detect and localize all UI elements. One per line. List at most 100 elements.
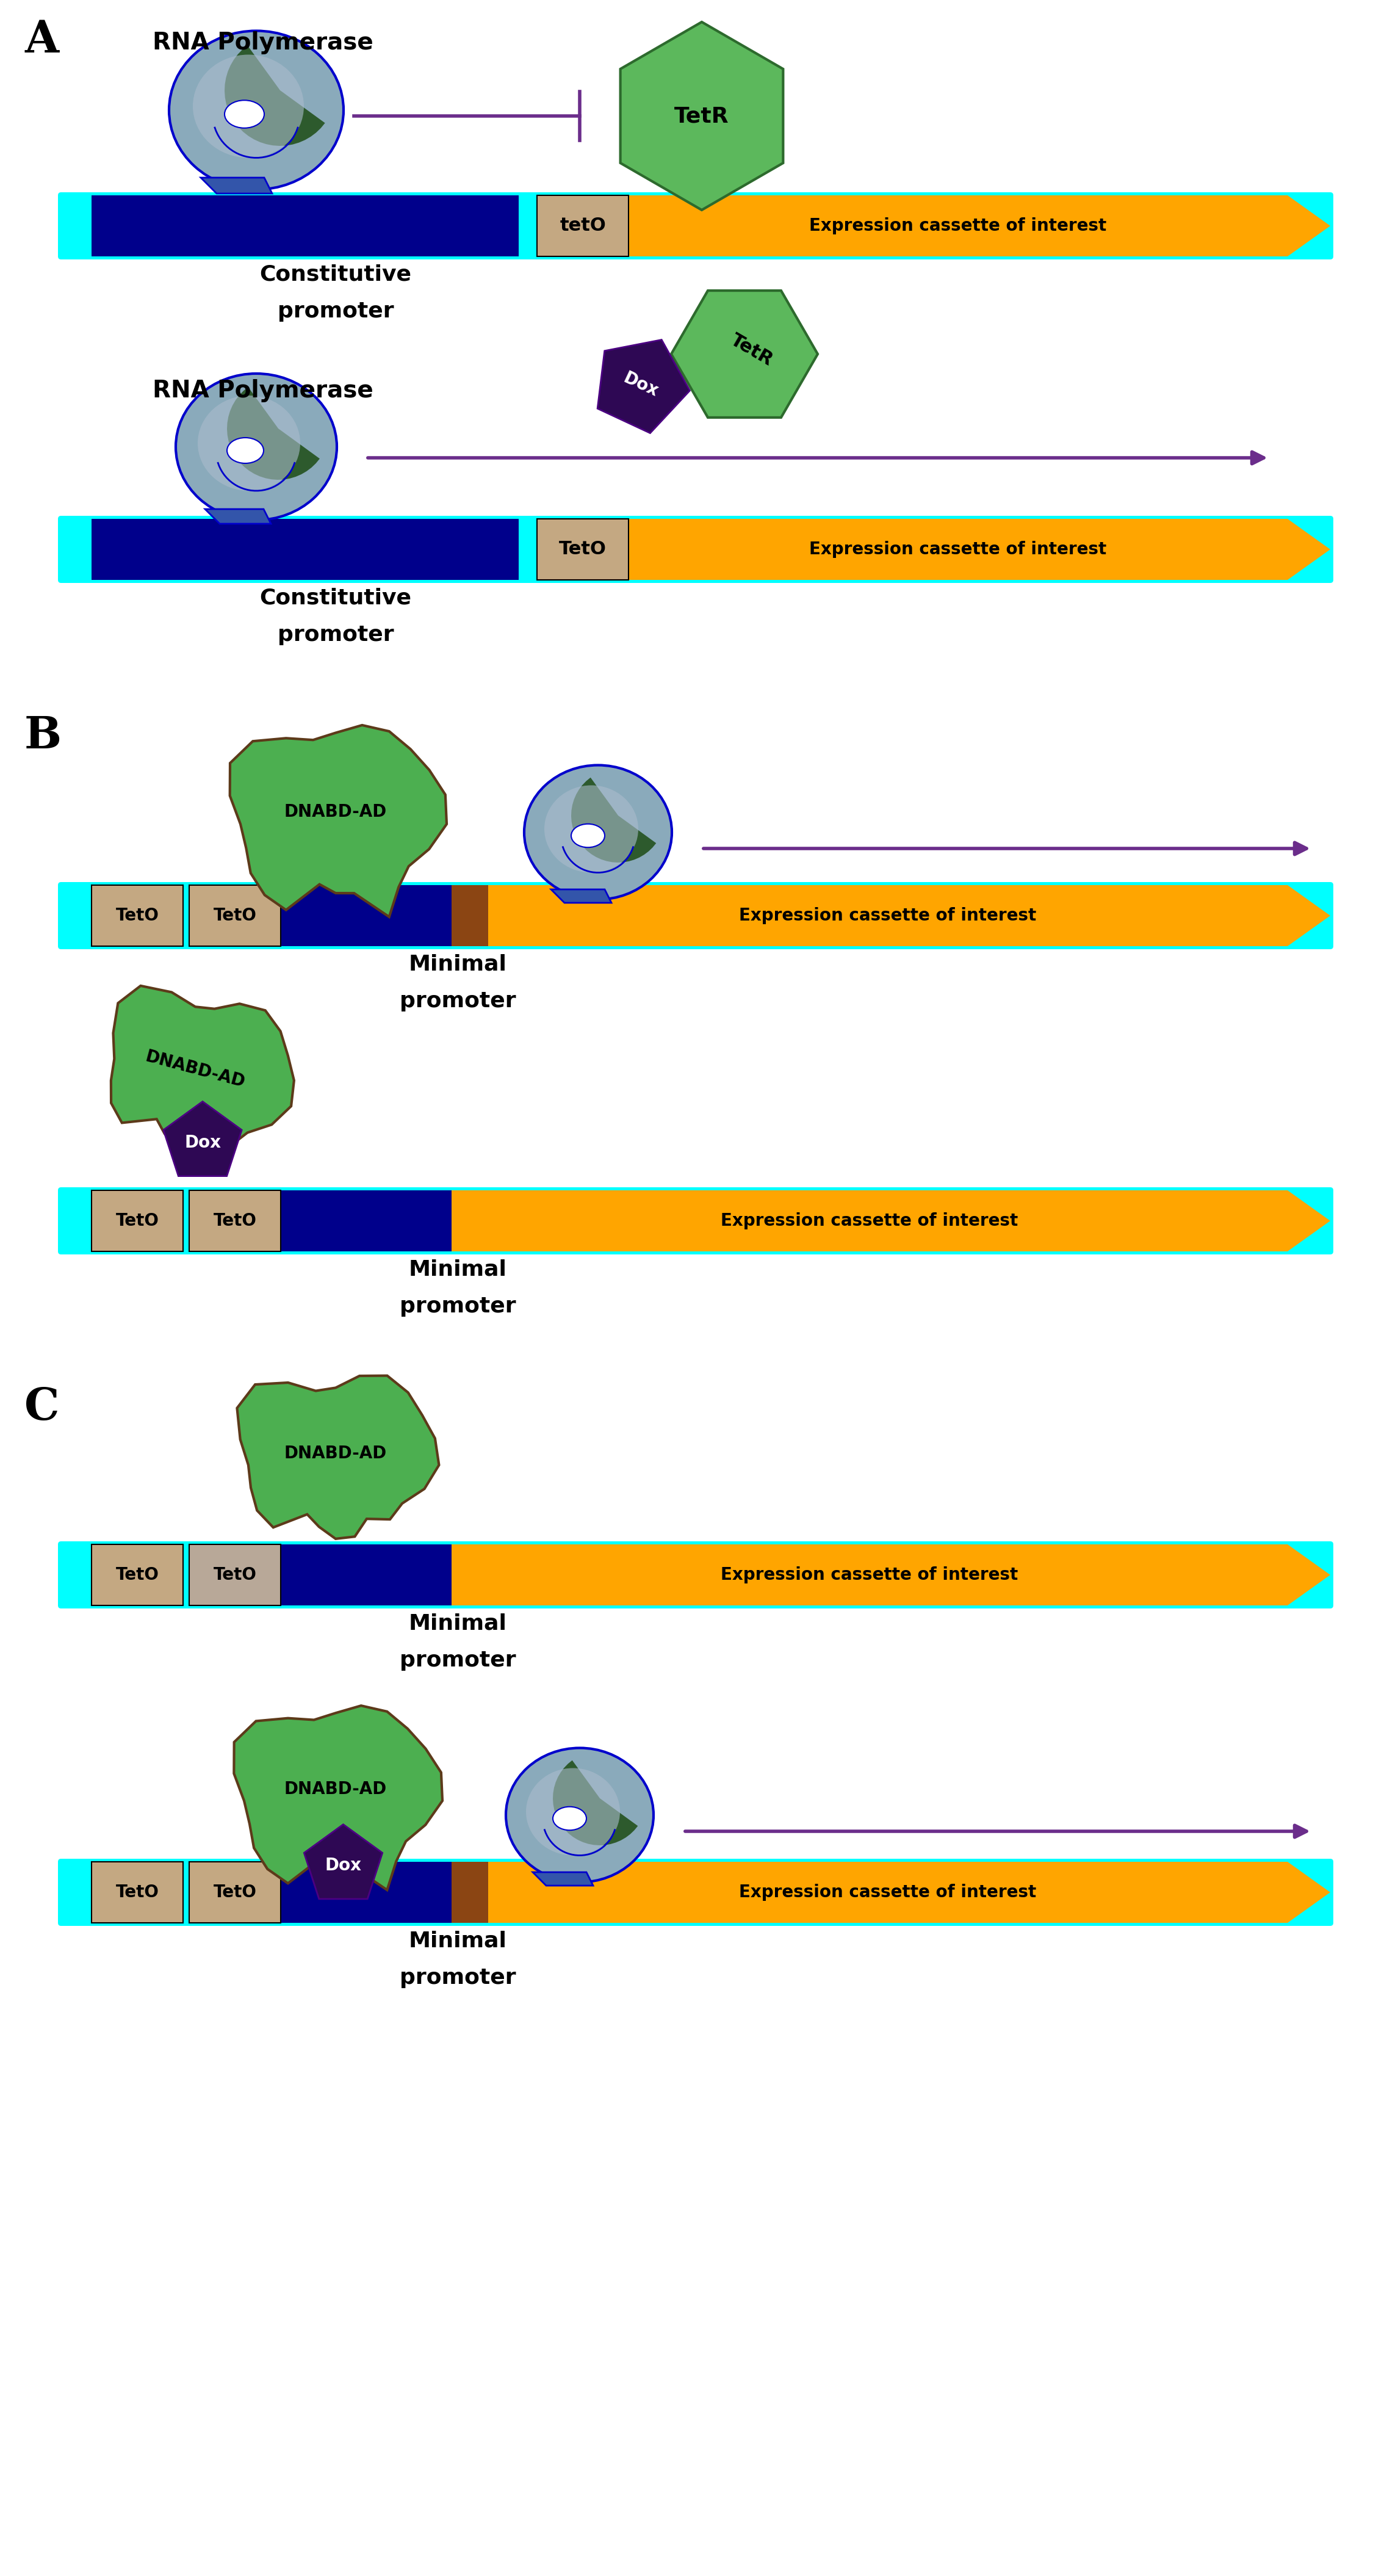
Ellipse shape: [226, 438, 264, 464]
FancyBboxPatch shape: [57, 1860, 1334, 1927]
Ellipse shape: [544, 786, 639, 873]
Text: Constitutive: Constitutive: [260, 587, 411, 608]
Bar: [452, 1862, 488, 1922]
Polygon shape: [164, 1103, 242, 1177]
FancyBboxPatch shape: [57, 881, 1334, 948]
Text: TetO: TetO: [214, 907, 257, 925]
Polygon shape: [1288, 1190, 1331, 1252]
Bar: [488, 1862, 1288, 1922]
Polygon shape: [1288, 1546, 1331, 1605]
Text: RNA Polymerase: RNA Polymerase: [152, 379, 373, 402]
Ellipse shape: [526, 1767, 619, 1855]
Bar: [91, 1546, 183, 1605]
Ellipse shape: [524, 765, 672, 899]
FancyBboxPatch shape: [57, 1540, 1334, 1607]
Text: Dox: Dox: [324, 1857, 362, 1875]
Text: TetR: TetR: [727, 332, 776, 368]
Bar: [91, 1862, 183, 1922]
Text: promoter: promoter: [277, 301, 394, 322]
Text: promoter: promoter: [400, 1651, 516, 1672]
Ellipse shape: [169, 31, 344, 191]
Text: Expression cassette of interest: Expression cassette of interest: [721, 1566, 1018, 1584]
Polygon shape: [206, 510, 271, 523]
Text: TetO: TetO: [559, 541, 607, 559]
Ellipse shape: [197, 397, 301, 492]
Bar: [91, 518, 519, 580]
Ellipse shape: [225, 100, 264, 129]
Bar: [537, 518, 629, 580]
Text: DNABD-AD: DNABD-AD: [284, 1780, 387, 1798]
Ellipse shape: [552, 1806, 586, 1829]
Bar: [537, 196, 629, 258]
Text: promoter: promoter: [277, 623, 394, 644]
Text: C: C: [24, 1386, 60, 1430]
Polygon shape: [597, 340, 689, 433]
Text: promoter: promoter: [400, 1296, 516, 1316]
Ellipse shape: [176, 374, 337, 520]
Polygon shape: [1288, 196, 1331, 258]
Polygon shape: [238, 1376, 439, 1538]
Bar: [91, 196, 519, 258]
Polygon shape: [671, 291, 818, 417]
Polygon shape: [201, 178, 273, 193]
Bar: [281, 886, 452, 945]
Text: Expression cassette of interest: Expression cassette of interest: [809, 216, 1107, 234]
Ellipse shape: [506, 1749, 653, 1883]
Bar: [189, 1546, 281, 1605]
Text: Minimal: Minimal: [408, 1260, 506, 1280]
Bar: [189, 1190, 281, 1252]
Bar: [452, 886, 488, 945]
Bar: [488, 886, 1288, 945]
Text: promoter: promoter: [400, 992, 516, 1012]
Bar: [452, 1546, 1288, 1605]
Bar: [91, 886, 183, 945]
Bar: [281, 1190, 452, 1252]
Bar: [281, 1862, 452, 1922]
Bar: [189, 1862, 281, 1922]
Text: B: B: [24, 714, 62, 757]
Polygon shape: [1288, 886, 1331, 945]
Polygon shape: [110, 987, 294, 1151]
Text: DNABD-AD: DNABD-AD: [284, 1445, 387, 1463]
Text: Expression cassette of interest: Expression cassette of interest: [740, 1883, 1036, 1901]
Bar: [629, 196, 1288, 258]
Polygon shape: [533, 1873, 593, 1886]
Text: tetO: tetO: [559, 216, 605, 234]
Polygon shape: [225, 46, 324, 147]
Polygon shape: [226, 386, 320, 479]
Text: TetO: TetO: [116, 907, 159, 925]
Bar: [629, 518, 1288, 580]
Bar: [281, 1546, 452, 1605]
Ellipse shape: [193, 54, 303, 157]
Text: Minimal: Minimal: [408, 1932, 506, 1953]
Text: TetO: TetO: [116, 1566, 159, 1584]
Polygon shape: [1288, 518, 1331, 580]
Text: A: A: [24, 18, 59, 62]
Text: Constitutive: Constitutive: [260, 265, 411, 286]
Polygon shape: [621, 23, 783, 211]
Text: DNABD-AD: DNABD-AD: [144, 1048, 247, 1092]
Text: TetO: TetO: [214, 1883, 257, 1901]
Polygon shape: [552, 1759, 637, 1844]
Text: Minimal: Minimal: [408, 1613, 506, 1633]
Text: Minimal: Minimal: [408, 953, 506, 974]
Polygon shape: [305, 1824, 383, 1899]
Polygon shape: [551, 889, 611, 902]
Polygon shape: [229, 726, 447, 917]
Text: RNA Polymerase: RNA Polymerase: [152, 31, 373, 54]
Text: TetR: TetR: [674, 106, 730, 126]
Ellipse shape: [572, 824, 605, 848]
Text: TetO: TetO: [214, 1566, 257, 1584]
FancyBboxPatch shape: [57, 515, 1334, 582]
Polygon shape: [233, 1705, 442, 1891]
Polygon shape: [572, 778, 656, 863]
Bar: [91, 1190, 183, 1252]
Text: TetO: TetO: [116, 1883, 159, 1901]
Text: DNABD-AD: DNABD-AD: [284, 804, 387, 822]
Polygon shape: [1288, 1862, 1331, 1922]
Text: Expression cassette of interest: Expression cassette of interest: [740, 907, 1036, 925]
Text: TetO: TetO: [214, 1213, 257, 1229]
Text: promoter: promoter: [400, 1968, 516, 1989]
Text: Dox: Dox: [621, 368, 661, 399]
Text: Expression cassette of interest: Expression cassette of interest: [809, 541, 1107, 559]
